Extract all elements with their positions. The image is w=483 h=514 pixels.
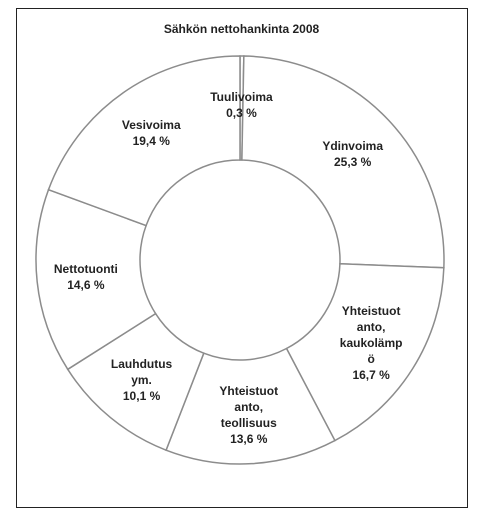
category-label: Lauhdutus ym. (110, 356, 173, 387)
slice-label: Yhteistuot anto, teollisuus 13,6 % (219, 383, 278, 447)
category-label: Nettotuonti (53, 261, 118, 276)
slice-label: Vesivoima 19,4 % (122, 117, 181, 149)
value-label: 25,3 % (333, 154, 372, 169)
value-label: 14,6 % (67, 277, 105, 292)
category-label: Ydinvoima (322, 138, 383, 153)
chart-title: Sähkön nettohankinta 2008 (163, 22, 320, 36)
category-label: Tuulivoima (210, 90, 273, 104)
slice-label: Ydinvoima 25,3 % (322, 138, 383, 170)
value-label: 0,3 % (226, 106, 257, 120)
value-label: 10,1 % (122, 388, 161, 403)
donut-slice (47, 55, 241, 227)
slice-label: Lauhdutus ym. 10,1 % (111, 356, 172, 404)
category-label: Yhteistuot anto, teollisuus (219, 383, 279, 430)
frame (16, 8, 468, 508)
value-label: 19,4 % (132, 133, 170, 148)
category-label: Yhteistuot anto, kaukolämp ö (339, 303, 403, 366)
value-label: 16,7 % (352, 367, 390, 382)
donut-slice (285, 262, 445, 442)
slice-label: Yhteistuot anto, kaukolämp ö 16,7 % (340, 303, 403, 383)
slice-label: Tuulivoima 0,3 % (210, 89, 272, 121)
slice-label: Nettotuonti 14,6 % (54, 261, 118, 293)
donut-slice (241, 55, 445, 269)
category-label: Vesivoima (121, 117, 181, 132)
value-label: 13,6 % (230, 431, 268, 446)
